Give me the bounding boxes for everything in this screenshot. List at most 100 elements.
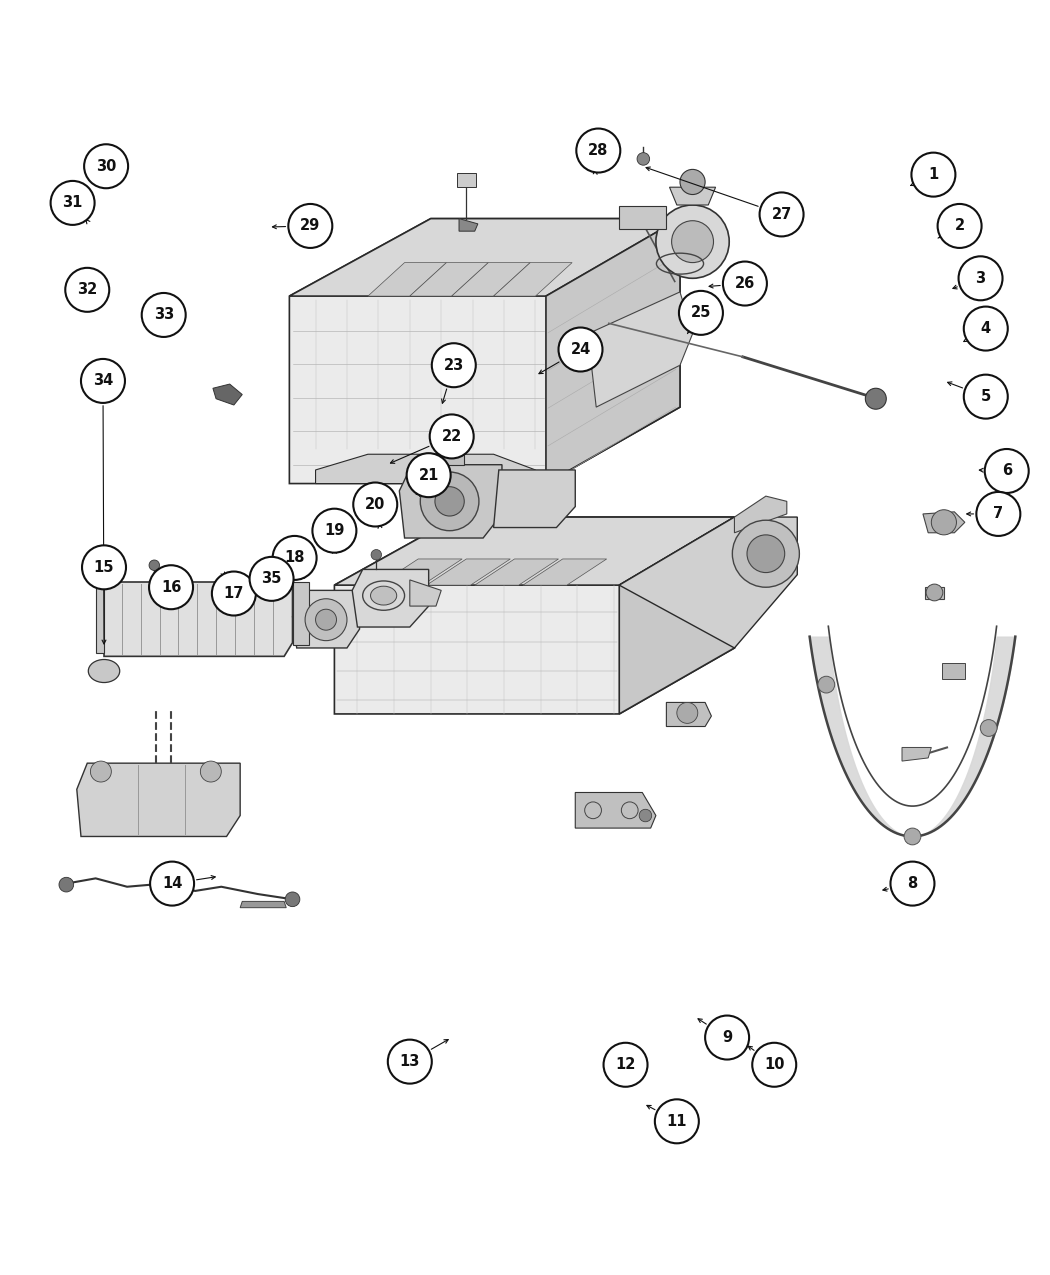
Circle shape [655, 1099, 699, 1144]
Polygon shape [334, 518, 734, 714]
Circle shape [732, 520, 799, 588]
Polygon shape [925, 588, 944, 599]
Polygon shape [368, 263, 446, 296]
Polygon shape [316, 454, 536, 483]
Ellipse shape [371, 586, 397, 606]
Text: 19: 19 [324, 523, 344, 538]
Polygon shape [546, 218, 680, 483]
Circle shape [672, 221, 714, 263]
Circle shape [142, 293, 186, 337]
Circle shape [158, 877, 170, 890]
Polygon shape [620, 207, 667, 230]
Circle shape [50, 181, 94, 224]
Circle shape [818, 676, 835, 694]
Text: 12: 12 [615, 1057, 635, 1072]
Polygon shape [334, 518, 734, 585]
Polygon shape [96, 584, 104, 653]
Polygon shape [494, 263, 572, 296]
Circle shape [677, 703, 698, 723]
Circle shape [435, 487, 464, 516]
Text: 21: 21 [419, 468, 439, 483]
Text: 14: 14 [162, 876, 183, 891]
Text: 7: 7 [993, 506, 1004, 521]
Polygon shape [293, 590, 359, 648]
Circle shape [286, 892, 300, 907]
Circle shape [890, 862, 934, 905]
Text: 9: 9 [722, 1030, 732, 1046]
Circle shape [976, 492, 1021, 536]
Polygon shape [902, 747, 931, 761]
Polygon shape [575, 793, 656, 827]
Circle shape [289, 204, 332, 247]
Circle shape [981, 719, 998, 737]
Polygon shape [475, 558, 559, 585]
Text: 2: 2 [954, 218, 965, 233]
Circle shape [316, 609, 336, 630]
Circle shape [639, 810, 652, 822]
Text: 26: 26 [735, 277, 755, 291]
Text: 22: 22 [442, 428, 462, 444]
Circle shape [90, 761, 111, 782]
Circle shape [752, 1043, 796, 1086]
Circle shape [84, 144, 128, 189]
Circle shape [273, 536, 317, 580]
Circle shape [865, 389, 886, 409]
Circle shape [91, 555, 104, 567]
Circle shape [406, 453, 450, 497]
Circle shape [150, 862, 194, 905]
Circle shape [250, 557, 294, 601]
Circle shape [559, 328, 603, 371]
Circle shape [604, 1043, 648, 1086]
Polygon shape [352, 570, 428, 627]
Text: 28: 28 [588, 143, 609, 158]
Polygon shape [620, 518, 797, 648]
Text: 8: 8 [907, 876, 918, 891]
Text: 1: 1 [928, 167, 939, 182]
Text: 30: 30 [96, 159, 117, 173]
Polygon shape [104, 581, 293, 657]
Polygon shape [588, 292, 693, 407]
Polygon shape [399, 464, 502, 538]
Polygon shape [410, 580, 441, 606]
Circle shape [959, 256, 1003, 301]
Polygon shape [923, 511, 965, 533]
Circle shape [420, 472, 479, 530]
Polygon shape [942, 663, 965, 680]
Circle shape [576, 129, 621, 172]
Polygon shape [426, 558, 510, 585]
Circle shape [353, 482, 397, 527]
Text: 15: 15 [93, 560, 114, 575]
Polygon shape [620, 518, 734, 714]
Circle shape [82, 546, 126, 589]
Polygon shape [436, 444, 464, 464]
Polygon shape [213, 384, 243, 405]
Text: 25: 25 [691, 305, 711, 320]
Polygon shape [290, 218, 680, 296]
Circle shape [81, 360, 125, 403]
Text: 31: 31 [62, 195, 83, 210]
Text: 18: 18 [285, 551, 304, 565]
Polygon shape [293, 581, 310, 645]
Circle shape [387, 1039, 432, 1084]
Circle shape [747, 536, 784, 572]
Circle shape [926, 584, 943, 601]
Text: 27: 27 [772, 207, 792, 222]
Text: 16: 16 [161, 580, 182, 594]
Circle shape [59, 877, 74, 892]
Polygon shape [378, 558, 462, 585]
Circle shape [65, 268, 109, 312]
Circle shape [429, 414, 474, 459]
Text: 32: 32 [77, 282, 98, 297]
Polygon shape [667, 703, 712, 727]
Circle shape [938, 204, 982, 247]
Polygon shape [77, 764, 240, 836]
Text: 33: 33 [153, 307, 174, 323]
Polygon shape [523, 558, 607, 585]
Circle shape [706, 1016, 749, 1060]
Circle shape [212, 571, 256, 616]
Text: 29: 29 [300, 218, 320, 233]
Text: 23: 23 [444, 358, 464, 372]
Circle shape [306, 599, 346, 640]
Circle shape [911, 153, 956, 196]
Ellipse shape [88, 659, 120, 682]
